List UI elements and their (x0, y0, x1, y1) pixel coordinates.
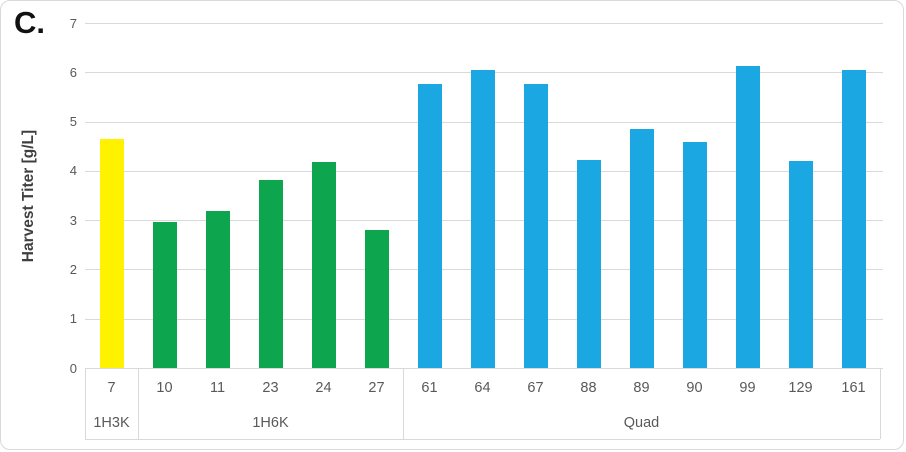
x-axis-label-27: 27 (368, 380, 385, 396)
category-separator-1 (138, 368, 139, 439)
x-axis-label-23: 23 (262, 380, 279, 396)
bar-88 (576, 160, 601, 368)
x-axis-label-129: 129 (788, 380, 813, 396)
y-tick-label: 3 (69, 212, 77, 228)
bar-61 (417, 83, 442, 368)
x-axis-label-64: 64 (474, 380, 491, 396)
x-axis-label-7: 7 (107, 380, 116, 396)
category-separator-3 (880, 368, 881, 439)
gridline-y7 (85, 23, 883, 24)
bar-64 (470, 69, 495, 368)
group-label-1H3K: 1H3K (93, 415, 130, 431)
x-axis-label-90: 90 (686, 380, 703, 396)
bar-27 (364, 229, 389, 368)
group-label-1H6K: 1H6K (252, 415, 289, 431)
y-tick-label: 6 (69, 64, 77, 80)
bar-90 (682, 141, 707, 368)
x-axis-label-88: 88 (580, 380, 597, 396)
bar-11 (205, 211, 230, 368)
x-axis-label-24: 24 (315, 380, 332, 396)
gridline-y0 (85, 368, 883, 369)
x-axis-label-99: 99 (739, 380, 756, 396)
bar-99 (735, 66, 760, 368)
category-box-bottom (85, 439, 880, 440)
y-tick-label: 2 (69, 261, 77, 277)
bar-89 (629, 128, 654, 368)
bar-161 (841, 69, 866, 368)
category-separator-0 (85, 368, 86, 439)
bar-23 (258, 179, 283, 368)
x-axis-label-161: 161 (841, 380, 866, 396)
panel-label: C. (14, 5, 45, 40)
y-tick-label: 1 (69, 311, 77, 327)
bar-24 (311, 161, 336, 368)
x-axis-label-67: 67 (527, 380, 544, 396)
y-tick-label: 4 (69, 163, 77, 179)
bar-67 (523, 83, 548, 368)
bar-129 (788, 161, 813, 368)
x-axis-label-61: 61 (421, 380, 438, 396)
y-tick-label: 7 (69, 15, 77, 31)
bar-10 (152, 221, 177, 368)
bar-7 (99, 138, 124, 368)
category-separator-2 (403, 368, 404, 439)
x-axis-label-89: 89 (633, 380, 650, 396)
y-tick-label: 0 (69, 360, 77, 376)
x-axis-label-11: 11 (209, 380, 226, 396)
group-label-Quad: Quad (623, 415, 660, 431)
x-axis-label-10: 10 (156, 380, 173, 396)
y-tick-label: 5 (69, 114, 77, 130)
